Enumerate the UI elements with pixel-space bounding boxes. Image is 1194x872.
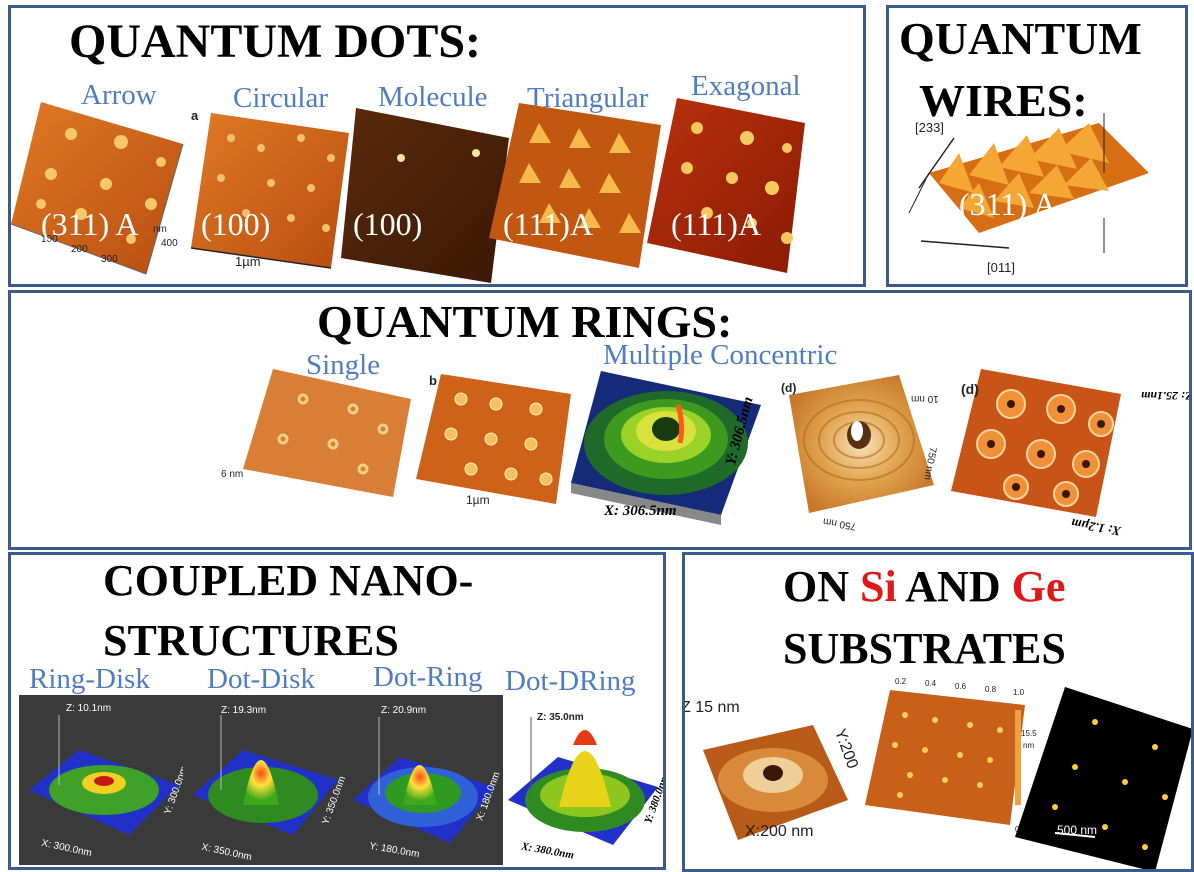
panel-label-b: b <box>429 373 437 388</box>
tick-0-2: 0.2 <box>895 677 907 686</box>
panel-label-d2: (d) <box>961 381 979 397</box>
afm-image-molecule-dots <box>341 108 509 283</box>
afm-image-exagonal-dots <box>647 98 805 273</box>
substrates-title-line2: SUBSTRATES <box>783 624 1066 673</box>
x-200nm-label: X:200 nm <box>745 823 814 840</box>
dot-dring-z: Z: 35.0nm <box>537 712 584 723</box>
tick-0-6: 0.6 <box>955 682 967 691</box>
caption-dot-disk: Dot-Disk <box>207 663 315 695</box>
caption-multiple-concentric: Multiple Concentric <box>603 339 838 371</box>
overlay-111a-b: (111)A <box>671 206 762 242</box>
direction-233: [233] <box>915 120 944 135</box>
afm-image-single-rings <box>243 369 411 497</box>
title-ge: Ge <box>1011 562 1066 611</box>
z-15nm-label: Z 15 nm <box>682 699 740 716</box>
coupled-title-line2: STRUCTURES <box>103 616 399 665</box>
afm-image-concentric-rings-d <box>789 375 934 513</box>
ring-disk-z: Z: 10.1nm <box>66 703 112 714</box>
afm-image-ring-on-si <box>703 725 848 840</box>
coupled-nanostructures-panel: COUPLED NANO- STRUCTURES Ring-Disk Dot-D… <box>8 552 666 870</box>
title-si: Si <box>860 562 897 611</box>
caption-single: Single <box>306 349 381 381</box>
tick-0-4: 0.4 <box>925 679 937 688</box>
tick-0-8: 0.8 <box>985 685 997 694</box>
panel-label-a: a <box>191 108 199 123</box>
dot-ring-z: Z: 20.9nm <box>381 705 427 716</box>
si-ge-substrates-panel: ON Si AND Ge SUBSTRATES Z 15 nm X:200 nm… <box>682 552 1194 872</box>
overlay-100-b: (100) <box>353 206 423 242</box>
dot-ring-surface <box>353 717 495 843</box>
axis-tick-100: 100 <box>41 234 58 245</box>
caption-circular: Circular <box>233 82 329 114</box>
label-6nm: 6 nm <box>221 469 244 480</box>
label-750nm-bottom: 750 nm <box>822 515 858 532</box>
quantum-wires-panel: QUANTUM WIRES: [233] [011] (311) A <box>886 5 1188 287</box>
quantum-rings-title: QUANTUM RINGS: <box>317 296 733 347</box>
colorbar-max: 15.5 <box>1021 729 1037 738</box>
afm-image-dots-on-ge <box>1015 687 1191 869</box>
caption-dot-ring: Dot-Ring <box>373 661 483 693</box>
label-10nm: 10 nm <box>911 393 939 404</box>
substrates-title-line1: ON Si AND Ge <box>783 565 1065 609</box>
title-on: ON <box>783 562 860 611</box>
afm-image-dense-rings-d <box>951 369 1121 517</box>
title-and: AND <box>896 562 1012 611</box>
axis-tick-300: 300 <box>101 254 118 265</box>
direction-011: [011] <box>987 260 1015 275</box>
afm-image-ring-array <box>416 374 571 504</box>
rings-z-size: Z: 25.1nm <box>1141 389 1192 403</box>
ring-disk-surface <box>29 715 179 835</box>
afm-image-quantum-wires <box>908 113 1149 253</box>
caption-dot-dring: Dot-DRing <box>505 665 636 697</box>
quantum-dots-title: QUANTUM DOTS: <box>69 15 482 68</box>
colorbar-unit: nm <box>1023 741 1035 750</box>
quantum-dots-panel: QUANTUM DOTS: Arrow Circular Molecule Tr… <box>8 5 866 287</box>
rings-scale-1um: 1µm <box>466 493 490 507</box>
caption-ring-disk: Ring-Disk <box>29 663 150 695</box>
coupled-title-line1: COUPLED NANO- <box>103 556 474 605</box>
axis-tick-400: 400 <box>161 238 178 249</box>
scale-500nm: 500 nm <box>1057 823 1098 837</box>
axis-nm: nm <box>153 224 167 235</box>
ring3d-x-size: X: 306.5nm <box>604 503 677 519</box>
dot-disk-z: Z: 19.3nm <box>221 705 267 716</box>
overlay-wires-311a: (311) A <box>959 186 1057 222</box>
afm-image-dots-colormap <box>865 690 1025 825</box>
afm-image-triangular-dots <box>489 103 661 268</box>
overlay-100-a: (100) <box>201 206 271 242</box>
quantum-wires-title-line2: WIRES: <box>919 75 1088 126</box>
caption-exagonal: Exagonal <box>691 70 801 102</box>
caption-molecule: Molecule <box>378 81 488 113</box>
dot-disk-surface <box>193 715 338 835</box>
panel-label-d1: (d) <box>781 381 797 395</box>
afm-image-dot-dring <box>508 717 658 845</box>
axis-tick-200: 200 <box>71 244 88 255</box>
afm-image-concentric-ring-3d <box>571 371 761 525</box>
quantum-rings-panel: QUANTUM RINGS: Single Multiple Concentri… <box>8 290 1192 550</box>
tick-1-0: 1.0 <box>1013 688 1025 697</box>
afm-image-circular-dots <box>191 113 349 269</box>
caption-arrow: Arrow <box>81 79 157 111</box>
quantum-wires-title-line1: QUANTUM <box>899 13 1142 64</box>
afm-image-arrow-dots <box>11 102 184 275</box>
overlay-111a-a: (111)A <box>503 206 594 242</box>
overlay-311a: (311) A <box>41 206 139 242</box>
scale-1um: 1µm <box>235 254 261 269</box>
